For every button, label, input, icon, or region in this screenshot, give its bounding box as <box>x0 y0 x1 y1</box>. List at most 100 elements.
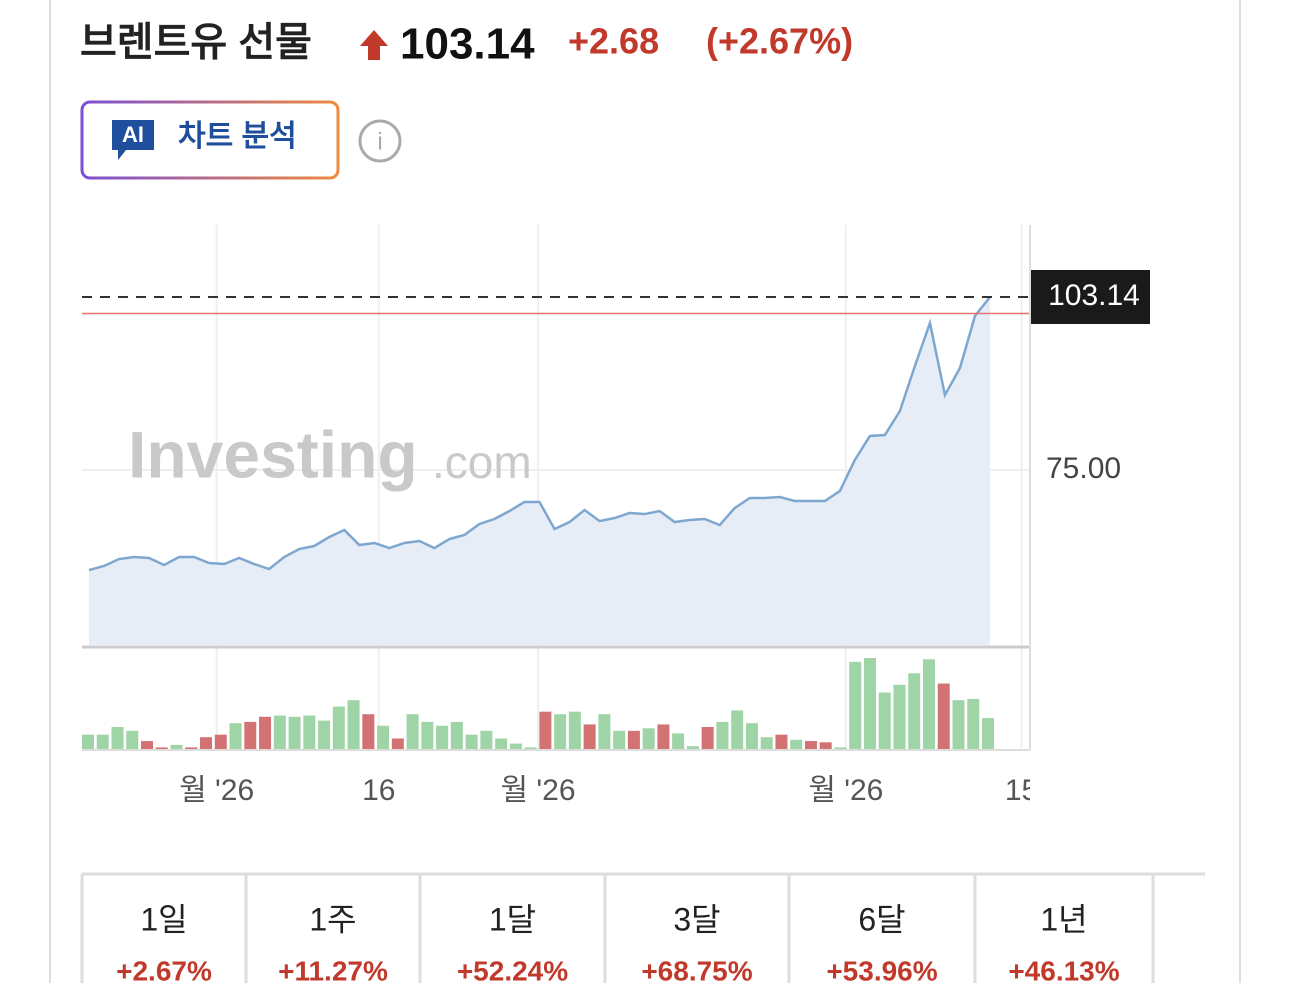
volume-bar <box>583 724 596 750</box>
volume-bar <box>96 734 109 750</box>
volume-bar <box>391 738 404 750</box>
price: 103.14 <box>400 20 535 69</box>
volume-bar <box>185 747 198 750</box>
volume-bar <box>849 661 862 750</box>
x-tick-label: 15 <box>1005 774 1038 807</box>
x-tick-label: 월 '26 <box>808 774 883 807</box>
volume-bar <box>273 715 286 750</box>
volume-bar <box>200 737 213 750</box>
volume-bar <box>760 737 773 750</box>
y-tick-label: 75.00 <box>1046 452 1121 485</box>
period-label: 3달 <box>673 901 720 937</box>
volume-bar <box>377 725 390 750</box>
volume-bar <box>318 720 331 750</box>
volume-bar <box>214 734 227 750</box>
ai-badge: AI <box>122 122 144 147</box>
volume-bar <box>82 734 94 750</box>
price-area <box>89 296 990 645</box>
volume-bar <box>613 730 626 750</box>
x-axis: 월 '26 16 월 '26 월 '26 15 <box>179 774 1038 807</box>
volume-bar <box>922 659 935 750</box>
volume-bar <box>480 730 493 750</box>
period-change: +11.27% <box>278 955 388 983</box>
volume-bar <box>141 741 154 750</box>
price-line <box>88 296 991 572</box>
volume-bar <box>347 700 360 750</box>
period-table: 1일 +2.67% 1주 +11.27% 1달 +52.24% 3달 +68.75% 6달 +53… <box>80 872 1205 986</box>
volume-bar <box>952 700 965 750</box>
volume-bar <box>819 742 832 750</box>
period-change: +52.24% <box>457 955 568 983</box>
volume-bar <box>465 734 478 750</box>
volume-bar <box>332 706 345 750</box>
volume-bar <box>450 721 463 750</box>
volume-bar <box>701 727 714 750</box>
volume-bar <box>244 721 257 750</box>
up-arrow <box>360 30 388 60</box>
volume-bar <box>495 738 508 750</box>
volume-bar <box>686 746 699 750</box>
volume-bar <box>170 744 183 750</box>
volume-bar <box>111 727 124 750</box>
volume-bar <box>539 711 552 750</box>
period-label: 1년 <box>1040 901 1087 937</box>
volume-bar <box>937 683 950 750</box>
volume-bar <box>745 723 758 750</box>
last-price-label: 103.14 <box>1048 279 1140 312</box>
volume-bar <box>126 730 139 750</box>
volume-bar <box>436 725 449 750</box>
ai-icon <box>112 120 154 160</box>
volume-bar <box>155 747 168 750</box>
volume-bar <box>288 716 301 750</box>
volume-bar <box>568 711 581 750</box>
volume-bar <box>259 716 272 750</box>
watermark-suffix: .com <box>432 436 532 488</box>
x-tick-label: 월 '26 <box>500 774 575 807</box>
last-price-box <box>1030 269 1150 324</box>
info-icon[interactable] <box>358 119 402 163</box>
volume-bar <box>775 734 788 750</box>
x-tick-label: 월 '26 <box>179 774 254 807</box>
volume-bar <box>878 692 891 750</box>
title: 브렌트유 선물 <box>80 21 312 65</box>
volume-bar <box>672 733 685 750</box>
volume-bar <box>524 747 537 750</box>
volume-bar <box>421 721 434 750</box>
period-label: 1달 <box>489 901 536 937</box>
period-label: 1주 <box>309 901 356 937</box>
x-tick-label: 16 <box>362 774 395 807</box>
volume-bar <box>790 739 803 750</box>
period-change: +46.13% <box>1008 955 1119 983</box>
chart: 월 '26 16 월 '26 월 '26 15 75.00 103.14 <box>82 225 1150 807</box>
volume-bar <box>657 724 670 750</box>
volume-bar <box>908 673 921 750</box>
volume-bar <box>967 698 980 750</box>
volume-bar <box>362 714 375 750</box>
volume-bar <box>716 721 729 750</box>
volume-bar <box>731 710 744 750</box>
ai-button-label: 차트 분석 <box>178 120 297 153</box>
watermark: Investing <box>128 417 418 491</box>
volume-bar <box>406 714 419 750</box>
period-label: 6달 <box>858 901 905 937</box>
volume-bar <box>627 730 640 750</box>
period-change: +68.75% <box>641 955 752 983</box>
volume-bar <box>598 714 611 750</box>
volume-bar <box>642 728 655 750</box>
volume-bar <box>554 714 567 750</box>
period-change: +53.96% <box>826 955 937 983</box>
change: +2.68 <box>568 21 659 62</box>
volume-bar <box>804 741 817 750</box>
volume-bar <box>982 718 994 750</box>
volume-bar <box>303 715 316 750</box>
volume-bar <box>863 658 876 750</box>
volume-bar <box>834 747 847 750</box>
change-pct: (+2.67%) <box>706 21 853 62</box>
volume-bar <box>893 684 906 750</box>
volume-bar <box>229 723 242 750</box>
period-change: +2.67% <box>116 955 212 983</box>
period-label: 1일 <box>140 901 187 937</box>
volume-bar <box>509 743 522 750</box>
